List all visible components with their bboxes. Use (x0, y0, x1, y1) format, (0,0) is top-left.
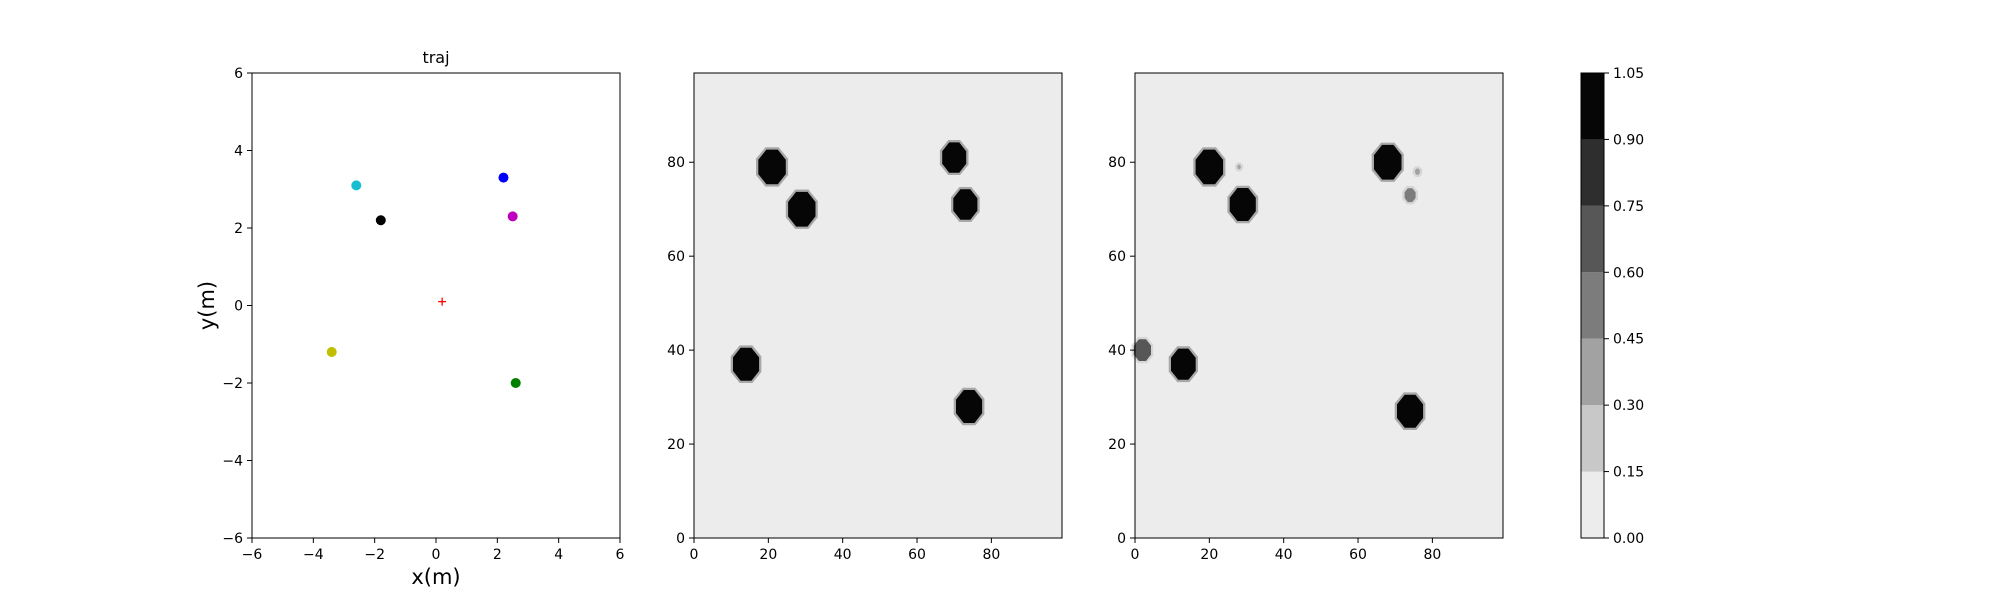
colorbar-band (1581, 405, 1604, 472)
colorbar-band (1581, 272, 1604, 339)
target-plus-marker (438, 297, 447, 306)
map-panel-2: 0 20 40 60 80 0 20 40 60 80 (1108, 72, 1504, 563)
colorbar-tick-label: 0.60 (1613, 265, 1644, 281)
traj-ytick-label: −4 (222, 454, 243, 470)
traj-xtick-label: 4 (554, 547, 563, 563)
colorbar-tick-label: 0.15 (1613, 465, 1644, 481)
traj-ytick-label: 4 (234, 144, 243, 160)
map-2-background (1135, 73, 1503, 538)
traj-points (326, 172, 521, 388)
trajectory-point (326, 347, 337, 357)
traj-ytick-label: −2 (222, 376, 243, 392)
map-1-ytick-label: 80 (667, 155, 685, 171)
map-2-xtick-label: 40 (1275, 547, 1293, 563)
colorbar: 0.00 0.15 0.30 0.45 0.60 0.75 0.90 1.05 (1580, 66, 1644, 547)
traj-plot-area (251, 72, 621, 539)
traj-xtick-label: 2 (493, 547, 502, 563)
map-2-obstacle-blob (1412, 166, 1423, 177)
map-1-xtick-label: 20 (759, 547, 777, 563)
map-1-background (694, 73, 1062, 538)
map-1-ticks: 0 20 40 60 80 0 20 40 60 80 (667, 155, 1000, 563)
colorbar-ticks: 0.00 0.15 0.30 0.45 0.60 0.75 0.90 1.05 (1604, 66, 1644, 547)
map-2-xtick-label: 60 (1349, 547, 1367, 563)
map-2-obstacle-blob (1193, 147, 1226, 187)
map-2-obstacle-blob (1168, 346, 1198, 383)
map-2-xtick-label: 80 (1423, 547, 1441, 563)
map-panel-1: 0 20 40 60 80 0 20 40 60 80 (667, 72, 1063, 563)
map-1-obstacle-blob (953, 387, 985, 426)
colorbar-tick-label: 1.05 (1613, 66, 1644, 82)
traj-xlabel: x(m) (411, 565, 460, 589)
colorbar-tick-label: 0.45 (1613, 332, 1644, 348)
map-1-xtick-label: 60 (908, 547, 926, 563)
map-2-obstacle-blob (1371, 142, 1404, 182)
traj-ytick-label: 2 (234, 221, 243, 237)
colorbar-band (1581, 73, 1604, 140)
traj-xtick-label: −4 (303, 547, 324, 563)
map-2-obstacle-blob (1394, 392, 1426, 430)
colorbar-tick-label: 0.75 (1613, 199, 1644, 215)
traj-xtick-label: −6 (242, 547, 263, 563)
map-1-ytick-label: 40 (667, 343, 685, 359)
map-2-obstacle-blob (1131, 337, 1154, 364)
colorbar-tick-label: 0.90 (1613, 132, 1644, 148)
map-1-ytick-label: 60 (667, 249, 685, 265)
map-1-xtick-label: 40 (834, 547, 852, 563)
traj-panel: traj −6 −4 −2 0 2 4 6 −6 −4 −2 0 2 4 6 x(m) y(m) (195, 48, 625, 589)
colorbar-band (1581, 338, 1604, 406)
colorbar-tick-label: 0.00 (1613, 531, 1644, 547)
map-1-xtick-label: 80 (982, 547, 1000, 563)
map-2-obstacle-blob (1235, 162, 1244, 172)
trajectory-point (375, 215, 386, 226)
traj-title: traj (422, 48, 449, 67)
colorbar-tick-label: 0.30 (1613, 398, 1644, 414)
colorbar-band (1581, 139, 1604, 206)
colorbar-band (1581, 205, 1604, 273)
map-2-ytick-label: 80 (1108, 155, 1126, 171)
traj-ylabel: y(m) (195, 281, 219, 330)
map-2-obstacle-blob (1227, 185, 1259, 224)
map-2-ytick-label: 20 (1108, 437, 1126, 453)
traj-ytick-label: 0 (234, 299, 243, 315)
map-2-blobs (1131, 142, 1426, 430)
map-1-ytick-label: 20 (667, 437, 685, 453)
colorbar-frame (1580, 72, 1605, 539)
colorbar-band (1581, 471, 1604, 538)
map-2-ytick-label: 40 (1108, 343, 1126, 359)
traj-xtick-label: 6 (616, 547, 625, 563)
trajectory-point (351, 180, 362, 191)
trajectory-point (507, 211, 518, 222)
traj-xtick-label: −2 (364, 547, 385, 563)
map-2-xtick-label: 0 (1131, 547, 1140, 563)
map-2-obstacle-blob (1402, 185, 1418, 205)
traj-xtick-label: 0 (432, 547, 441, 563)
traj-ytick-label: −6 (222, 531, 243, 547)
map-2-xtick-label: 20 (1200, 547, 1218, 563)
map-1-obstacle-blob (785, 189, 818, 229)
map-1-frame (693, 72, 1063, 539)
map-2-ytick-label: 60 (1108, 249, 1126, 265)
map-1-obstacle-blob (756, 147, 789, 187)
trajectory-point (510, 378, 521, 388)
traj-ytick-label: 6 (234, 66, 243, 82)
map-1-obstacle-blob (730, 345, 762, 383)
map-1-obstacle-blob (939, 140, 969, 175)
map-1-obstacle-blob (951, 187, 980, 222)
map-2-ytick-label: 0 (1117, 531, 1126, 547)
map-2-ticks: 0 20 40 60 80 0 20 40 60 80 (1108, 155, 1441, 563)
map-1-xtick-label: 0 (690, 547, 699, 563)
colorbar-bands (1581, 73, 1604, 538)
map-1-blobs (730, 140, 985, 426)
trajectory-point (498, 172, 509, 183)
map-2-frame (1134, 72, 1504, 539)
map-1-ytick-label: 0 (676, 531, 685, 547)
traj-ticks: −6 −4 −2 0 2 4 6 −6 −4 −2 0 2 4 6 (222, 66, 624, 563)
